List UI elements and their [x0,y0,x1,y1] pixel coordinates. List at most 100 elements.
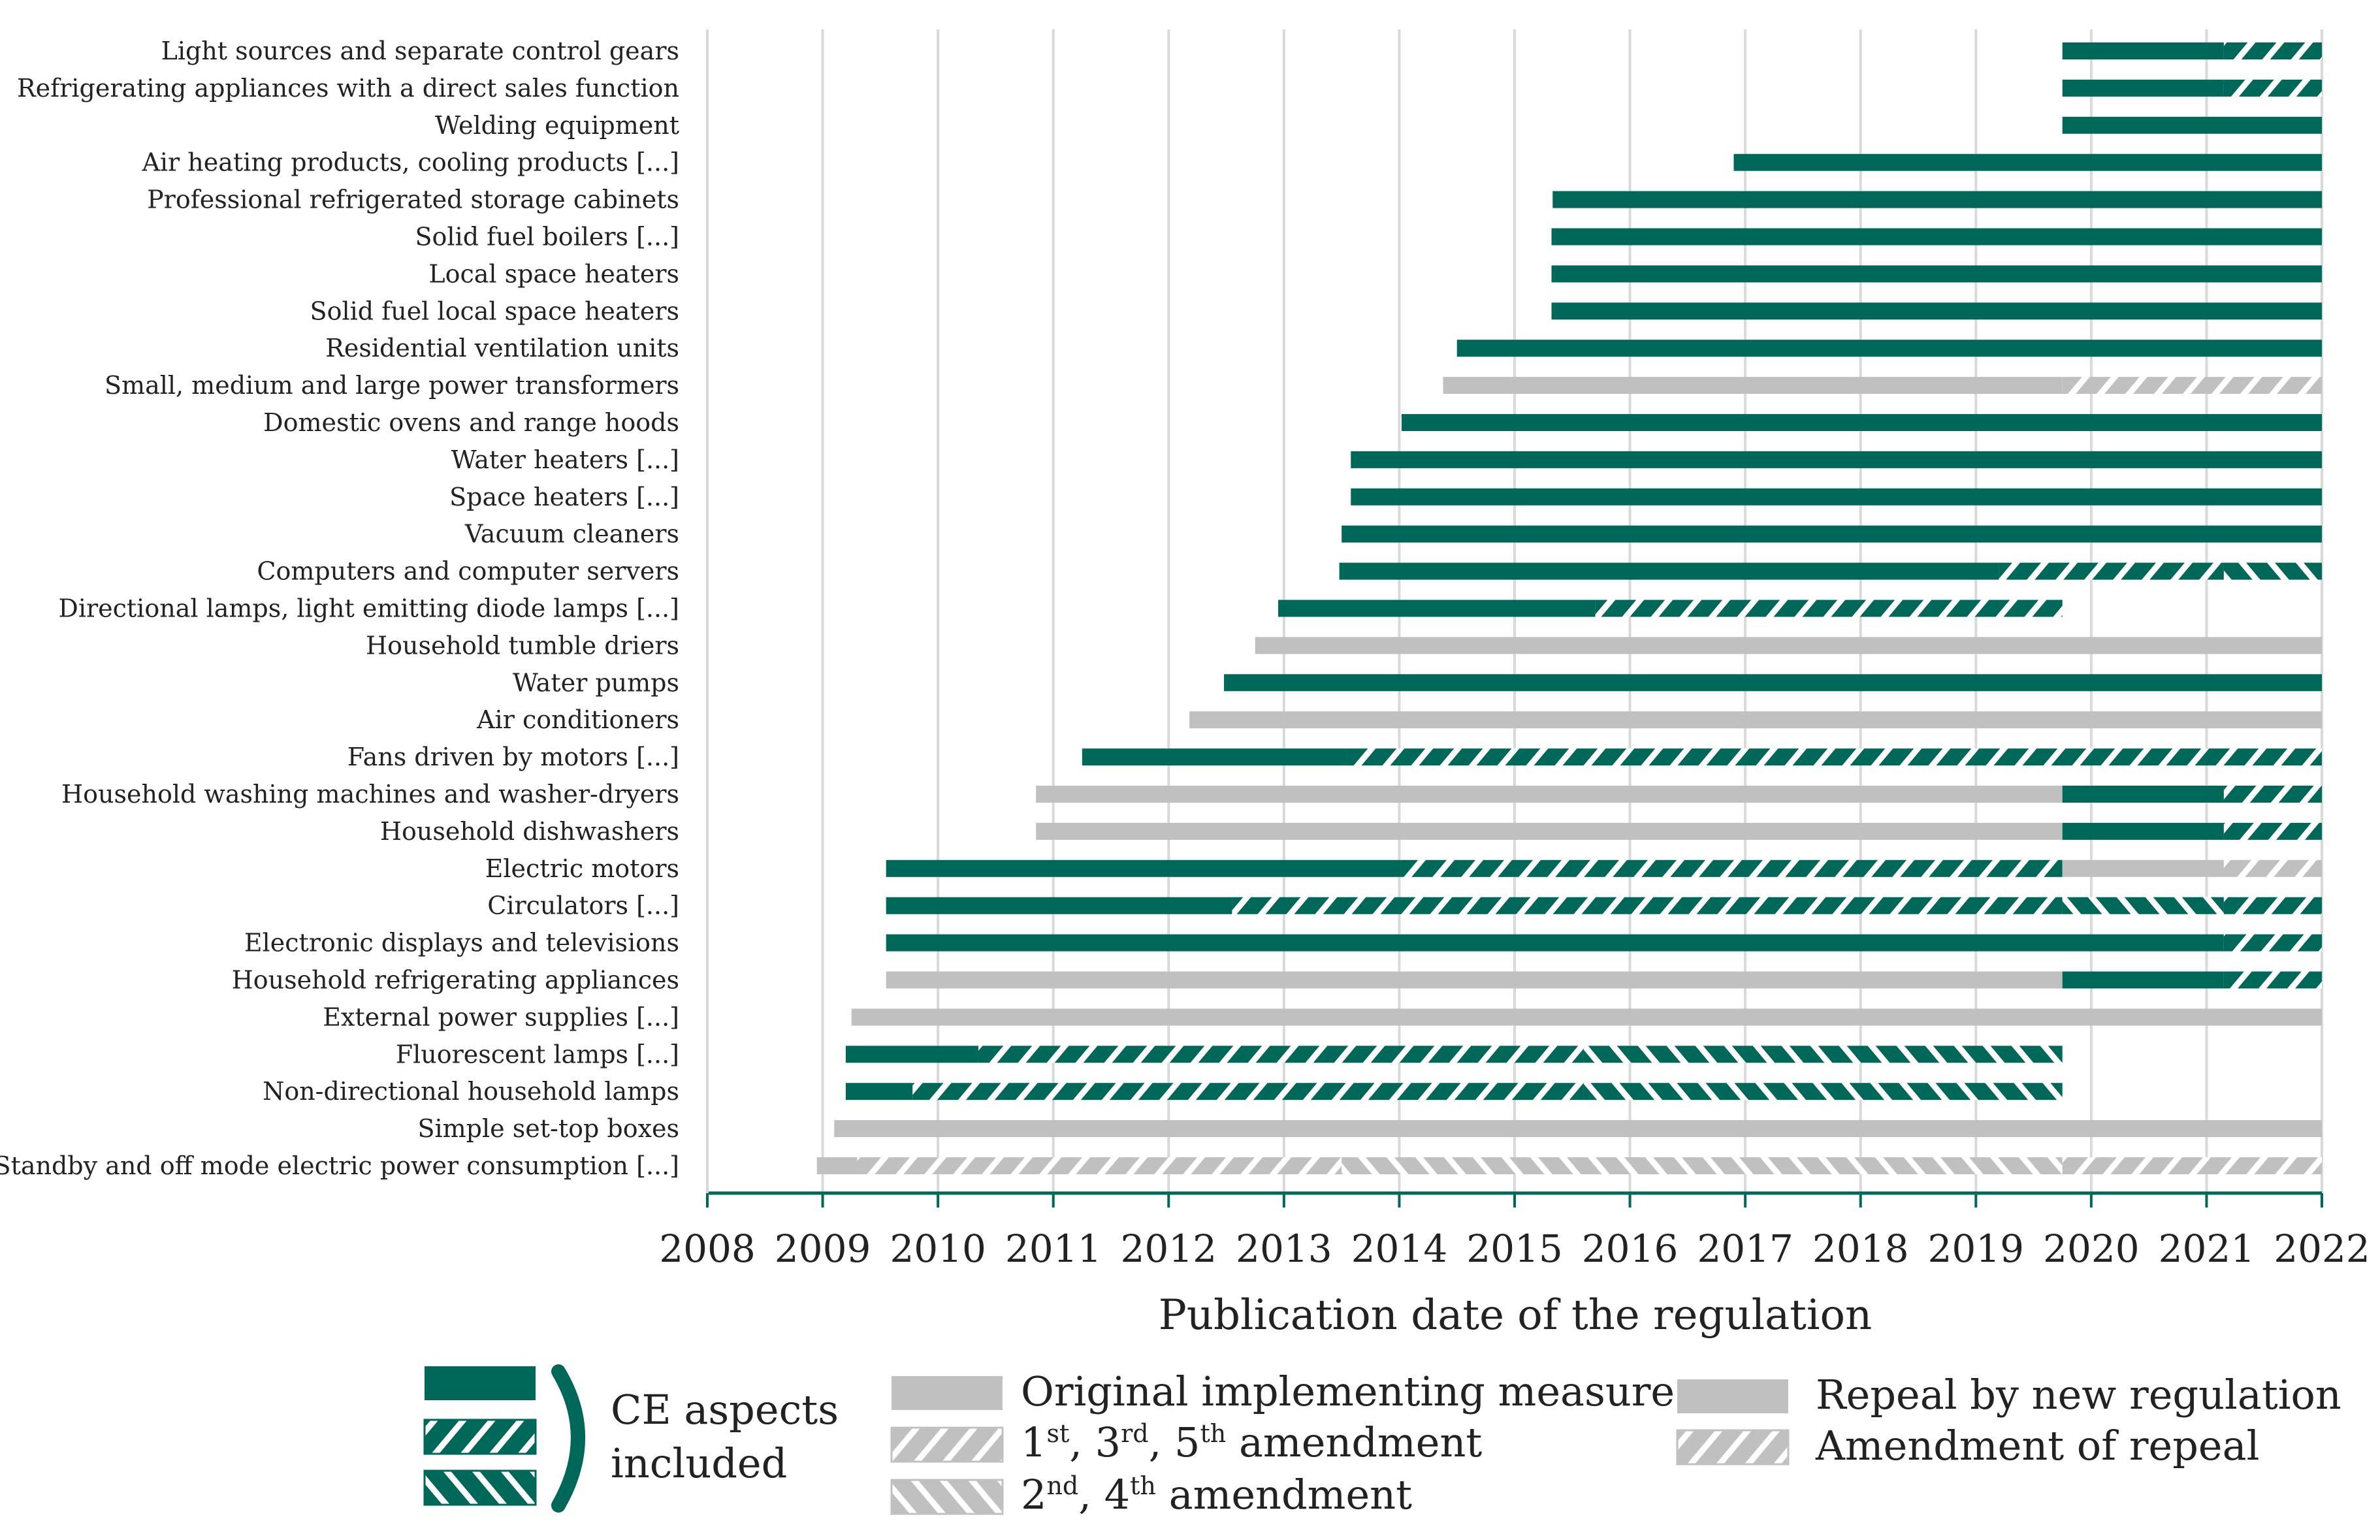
legend-original-swatch [892,1376,1003,1410]
category-label: Water pumps [513,668,679,697]
bar-segment [1595,600,2063,617]
bar-segment [2062,786,2224,803]
category-labels: Light sources and separate control gears… [0,37,679,1180]
legend-amend-repeal-label: Amendment of repeal [1815,1422,2259,1469]
legend-ce-label-line1: CE aspects [611,1386,839,1434]
category-label: Solid fuel local space heaters [310,297,679,325]
bar-segment [2062,79,2224,97]
category-label: Air conditioners [476,705,679,734]
bar-segment [1456,340,2322,357]
category-label: Residential ventilation units [325,334,679,362]
x-tick-label: 2009 [775,1227,871,1271]
bar-segment [1401,414,2322,431]
category-label: Fluorescent lamps [...] [396,1040,679,1068]
category-label: Welding equipment [435,111,679,140]
legend-ce-solid-swatch [425,1366,536,1400]
bar-segment [1733,153,2322,171]
bar-segment [1224,674,2322,692]
bars [816,42,2322,1174]
bar-segment [2223,971,2322,989]
legend-ce-backward-swatch [423,1469,537,1506]
category-label: Circulators [...] [487,891,679,920]
category-label: Local space heaters [428,259,679,288]
bar-segment [1583,1083,2063,1100]
bar-segment [2223,897,2322,914]
category-label: Space heaters [...] [449,483,679,511]
bar-segment [1351,451,2322,468]
category-label: Light sources and separate control gears [161,37,679,65]
category-label: Household tumble driers [366,631,679,660]
x-tick-label: 2020 [2043,1227,2140,1271]
category-label: Computers and computer servers [257,557,679,586]
bar-segment [834,1120,2322,1138]
legend-repeal-label: Repeal by new regulation [1816,1371,2341,1419]
category-label: Household refrigerating appliances [232,966,679,995]
legend-amend-odd-swatch [890,1426,1004,1463]
bar-segment [1342,1157,2063,1174]
bar-segment [2062,116,2322,134]
bar-segment [2223,786,2322,803]
category-label: Household dishwashers [380,817,679,846]
bar-segment [2223,79,2322,97]
x-tick-label: 2008 [659,1227,756,1271]
bar-segment [2223,859,2322,877]
bar-segment [2223,822,2322,840]
category-label: Non-directional household lamps [263,1077,679,1106]
bar-segment [1583,1046,2063,1063]
x-axis-title: Publication date of the regulation [1159,1291,1872,1339]
bar-segment [857,1157,1342,1174]
bar-segment [2062,377,2322,394]
bar-segment [1551,302,2322,320]
bar-segment [886,897,1232,914]
category-label: Directional lamps, light emitting diode … [58,594,679,623]
legend-amend-odd-label: 1st, 3rd, 5th amendment [1021,1419,1482,1466]
bar-segment [1551,228,2322,246]
bar-segment [1278,600,1596,617]
bar-segment [2062,971,2224,989]
bar-segment [1036,786,2063,803]
legend-amend-even-swatch [890,1479,1004,1515]
legend-amend-even-label: 2nd, 4th amendment [1021,1471,1412,1518]
bar-segment [851,1008,2322,1026]
bar-segment [912,1083,1584,1100]
category-label: Domestic ovens and range hoods [263,408,679,437]
bar-segment [2062,1157,2322,1174]
x-tick-label: 2021 [2159,1227,2255,1271]
category-label: Simple set-top boxes [417,1114,679,1143]
category-label: Electric motors [485,854,679,883]
category-label: Vacuum cleaners [464,520,679,549]
bar-segment [1082,748,1347,766]
bar-segment [2223,42,2322,59]
legend-repeal-swatch [1677,1379,1788,1413]
category-label: Solid fuel boilers [...] [415,223,679,251]
category-label: Professional refrigerated storage cabine… [147,185,679,214]
bar-segment [886,971,2063,989]
bar-segment [1351,488,2322,505]
bar-segment [2062,897,2224,914]
x-tick-label: 2022 [2274,1227,2370,1271]
bar-segment [2062,822,2224,840]
category-label: Air heating products, cooling products [… [141,148,679,177]
legend-amend-repeal-swatch [1676,1429,1790,1466]
x-tick-label: 2018 [1812,1227,1909,1271]
bar-segment [1232,897,2063,914]
bar-segment [845,1046,978,1063]
legend: CE aspects included Original implementin… [423,1364,2341,1518]
x-tick-label: 2011 [1005,1227,1102,1271]
legend-ce-label-line2: included [611,1439,787,1487]
bar-segment [886,859,1402,877]
bar-segment [2223,934,2322,952]
x-tick-label: 2015 [1466,1227,1563,1271]
x-tick-label: 2017 [1697,1227,1793,1271]
bar-segment [1189,711,2322,729]
x-tick-label: 2010 [890,1227,986,1271]
bar-segment [1551,265,2322,283]
category-label: Fans driven by motors [...] [347,743,679,771]
legend-original-label: Original implementing measure [1021,1368,1675,1415]
bar-segment [2062,859,2224,877]
bar-segment [845,1083,913,1100]
x-tick-label: 2013 [1236,1227,1332,1271]
bar-segment [2223,562,2322,580]
category-label: Water heaters [...] [451,445,679,474]
